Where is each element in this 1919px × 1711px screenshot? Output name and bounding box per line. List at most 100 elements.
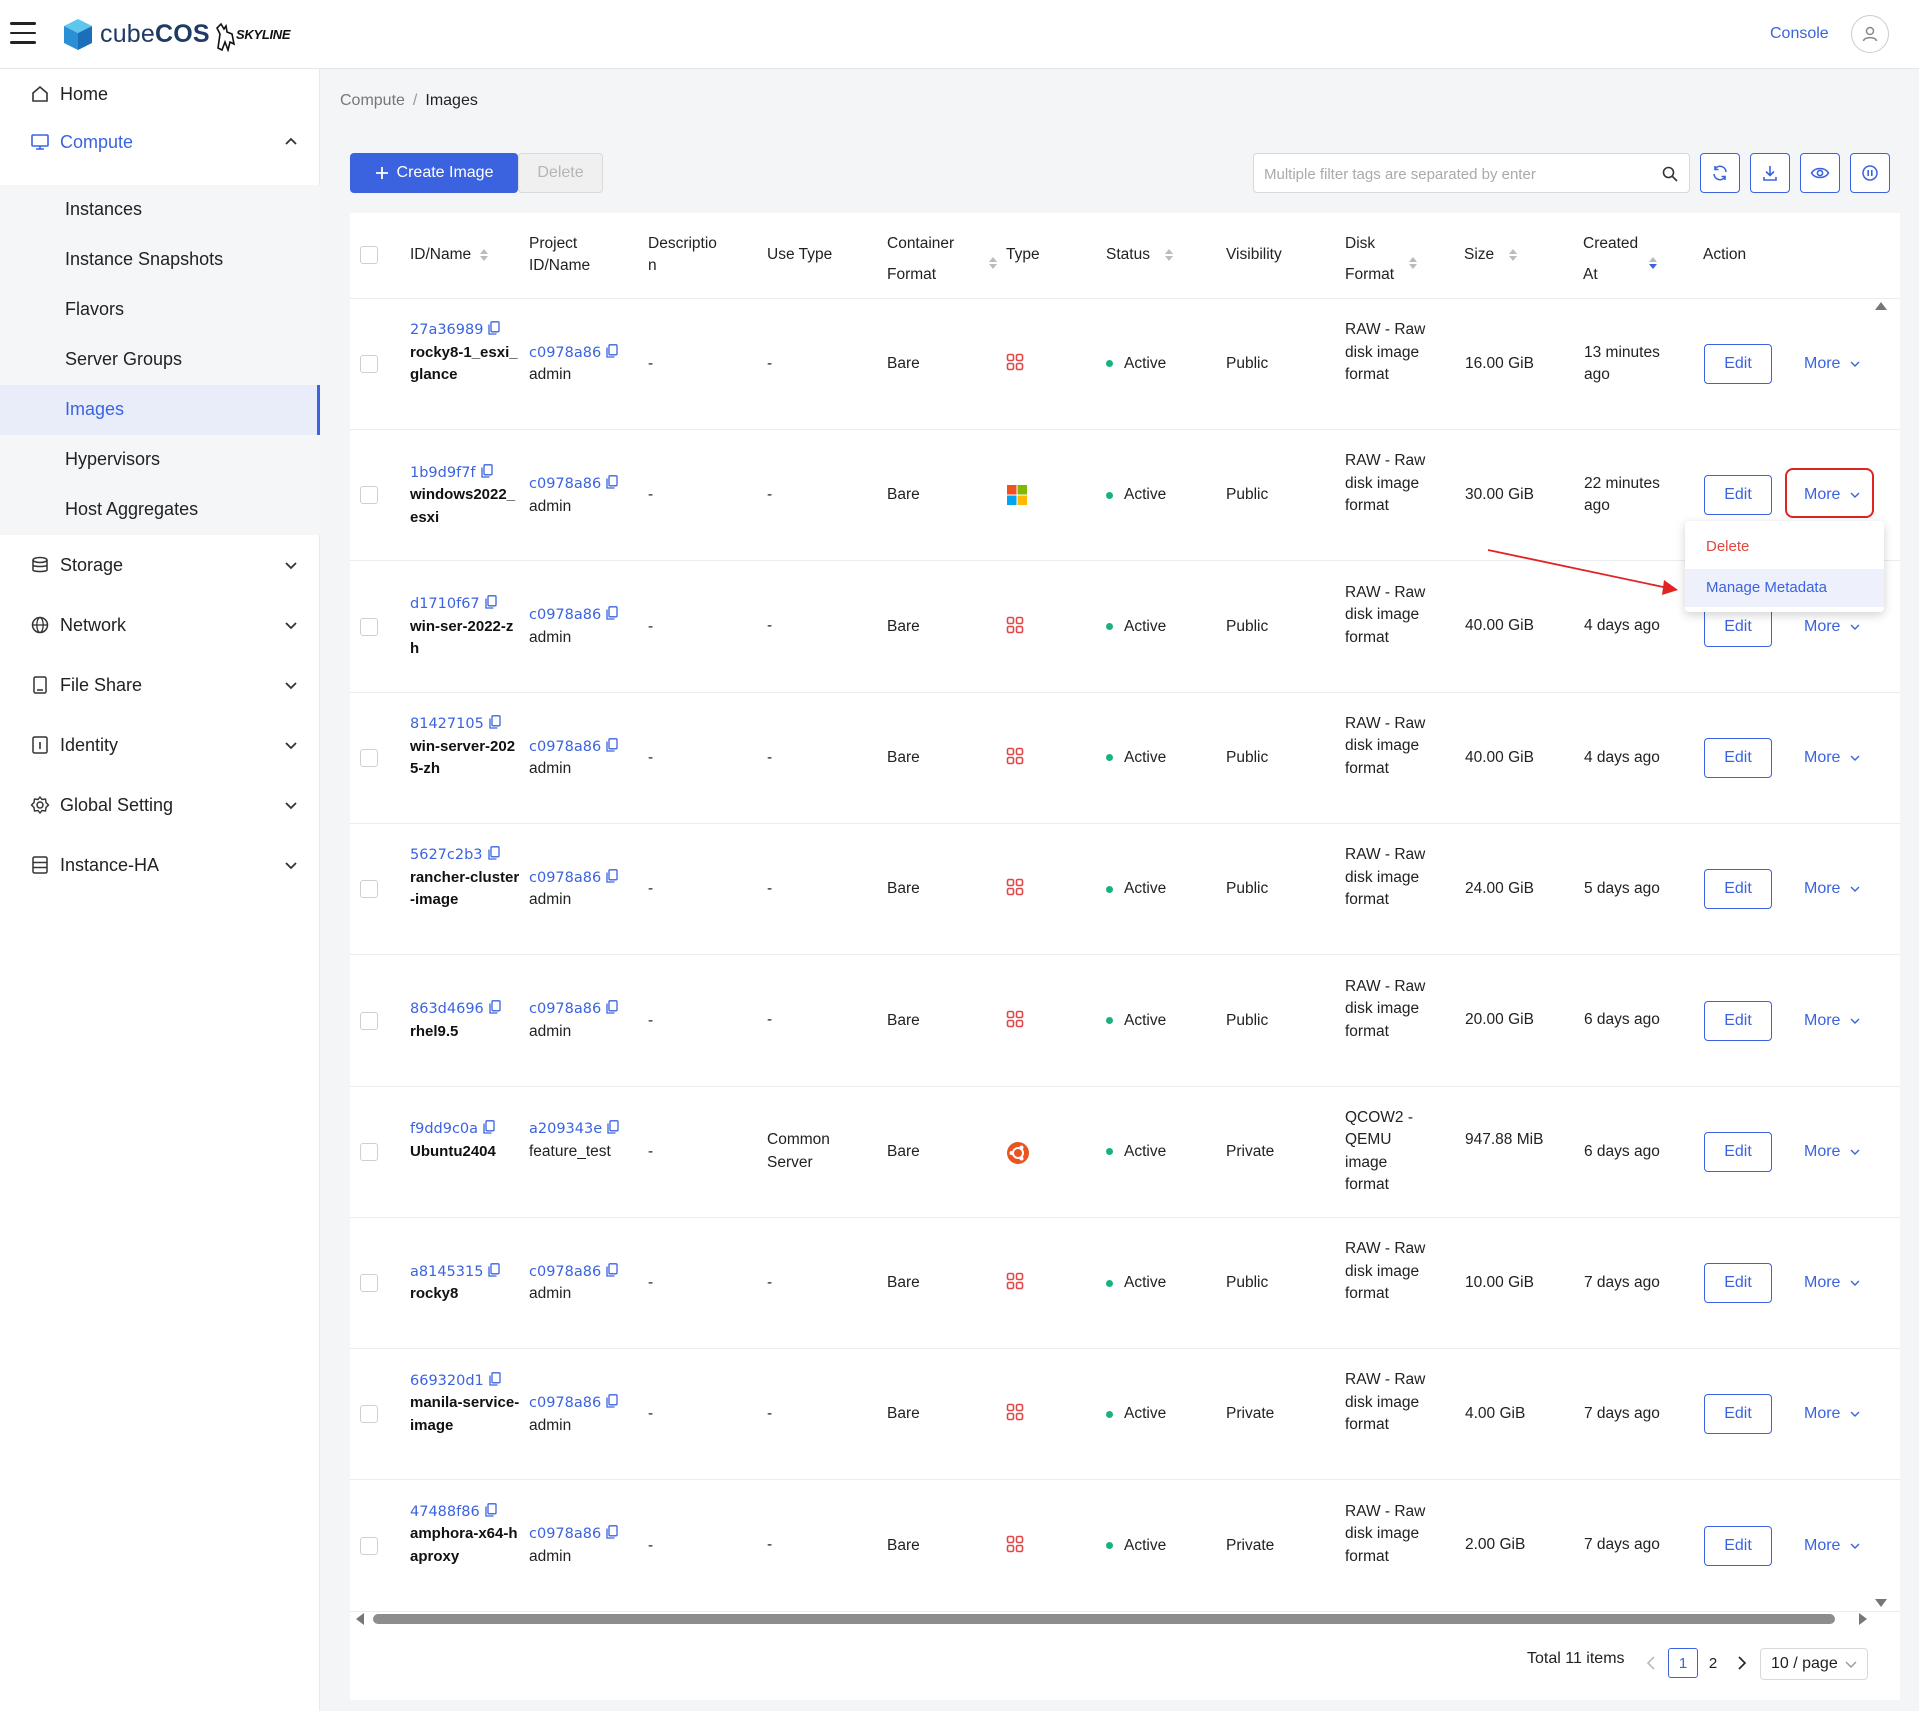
project-id-link[interactable]: c0978a86 [529, 869, 602, 886]
image-id-link[interactable]: f9dd9c0a [410, 1121, 479, 1138]
more-button[interactable]: More [1804, 607, 1860, 647]
project-id-link[interactable]: c0978a86 [529, 607, 602, 624]
image-id-link[interactable]: 27a36989 [410, 322, 484, 339]
project-id-link[interactable]: c0978a86 [529, 1263, 602, 1280]
copy-icon[interactable] [483, 1120, 495, 1134]
project-id-link[interactable]: c0978a86 [529, 738, 602, 755]
sidebar-item-instances[interactable]: Instances [0, 185, 320, 235]
image-id-link[interactable]: 5627c2b3 [410, 847, 483, 864]
project-id-link[interactable]: c0978a86 [529, 476, 602, 493]
select-all-checkbox[interactable] [360, 246, 378, 264]
more-button[interactable]: More [1804, 1526, 1860, 1566]
refresh-button[interactable] [1700, 153, 1740, 193]
copy-icon[interactable] [480, 463, 493, 478]
scroll-right-icon[interactable] [1858, 1613, 1868, 1625]
more-button[interactable]: More [1804, 1394, 1860, 1434]
create-image-button[interactable]: Create Image [350, 153, 518, 193]
copy-icon[interactable] [487, 846, 500, 861]
edit-button[interactable]: Edit [1704, 1394, 1772, 1435]
download-button[interactable] [1750, 153, 1790, 193]
copy-icon[interactable] [606, 343, 618, 358]
more-button[interactable]: More [1804, 1132, 1860, 1172]
row-checkbox[interactable] [360, 1405, 378, 1424]
edit-button[interactable]: Edit [1704, 344, 1772, 384]
row-checkbox[interactable] [360, 1142, 378, 1161]
sidebar-item-instance-ha[interactable]: Instance-HA [0, 840, 320, 890]
more-button[interactable]: More [1804, 475, 1860, 515]
image-id-link[interactable]: 863d4696 [410, 1001, 484, 1018]
edit-button[interactable]: Edit [1704, 606, 1772, 647]
image-id-link[interactable]: d1710f67 [410, 596, 480, 613]
sidebar-item-identity[interactable]: Identity [0, 720, 320, 770]
sidebar-item-hypervisors[interactable]: Hypervisors [0, 435, 320, 485]
copy-icon[interactable] [606, 1000, 618, 1014]
user-avatar[interactable] [1851, 15, 1889, 53]
page-size-select[interactable]: 10 / page [1760, 1648, 1868, 1680]
project-id-link[interactable]: c0978a86 [529, 344, 602, 361]
filter-search[interactable] [1253, 153, 1690, 193]
header-status[interactable]: Status [1106, 244, 1174, 266]
copy-icon[interactable] [485, 595, 497, 609]
copy-icon[interactable] [489, 1000, 501, 1014]
search-input[interactable] [1264, 163, 1644, 185]
copy-icon[interactable] [606, 606, 618, 620]
sidebar-item-global-setting[interactable]: Global Setting [0, 780, 320, 830]
row-checkbox[interactable] [360, 1536, 378, 1555]
next-page-button[interactable] [1733, 1648, 1751, 1678]
horizontal-scrollbar[interactable] [353, 1610, 1873, 1626]
edit-button[interactable]: Edit [1704, 1263, 1772, 1304]
sidebar-item-compute[interactable]: Compute [0, 117, 320, 167]
image-id-link[interactable]: a8145315 [410, 1263, 484, 1280]
sidebar-item-images[interactable]: Images [0, 385, 320, 435]
copy-icon[interactable] [606, 475, 618, 489]
sidebar-item-home[interactable]: Home [0, 69, 320, 119]
more-button[interactable]: More [1804, 738, 1860, 778]
header-container-format[interactable]: Container Format [887, 233, 998, 286]
menu-item-delete[interactable]: Delete [1685, 528, 1884, 566]
page-2-button[interactable]: 2 [1708, 1654, 1718, 1672]
row-checkbox[interactable] [360, 486, 378, 505]
scrollbar-thumb[interactable] [373, 1614, 1835, 1624]
console-link[interactable]: Console [1770, 25, 1829, 42]
sidebar-item-storage[interactable]: Storage [0, 540, 320, 590]
vertical-scrollbar[interactable] [1874, 302, 1888, 1607]
sidebar-item-instance-snapshots[interactable]: Instance Snapshots [0, 235, 320, 285]
pause-refresh-button[interactable] [1850, 153, 1890, 193]
edit-button[interactable]: Edit [1704, 475, 1772, 516]
edit-button[interactable]: Edit [1704, 1525, 1772, 1566]
copy-icon[interactable] [606, 737, 618, 752]
copy-icon[interactable] [607, 1120, 619, 1134]
row-checkbox[interactable] [360, 617, 378, 636]
more-button[interactable]: More [1804, 1263, 1860, 1303]
row-checkbox[interactable] [360, 1274, 378, 1293]
project-id-link[interactable]: c0978a86 [529, 1395, 602, 1412]
project-id-link[interactable]: c0978a86 [529, 1001, 602, 1018]
prev-page-button[interactable] [1642, 1648, 1660, 1678]
more-button[interactable]: More [1804, 1001, 1860, 1041]
sidebar-item-host-aggregates[interactable]: Host Aggregates [0, 485, 320, 535]
row-checkbox[interactable] [360, 880, 378, 899]
sidebar-item-network[interactable]: Network [0, 600, 320, 650]
copy-icon[interactable] [606, 1262, 618, 1277]
search-icon[interactable] [1661, 165, 1679, 183]
copy-icon[interactable] [488, 1262, 501, 1277]
copy-icon[interactable] [606, 869, 618, 883]
more-button[interactable]: More [1804, 869, 1860, 909]
header-size[interactable]: Size [1464, 244, 1518, 266]
menu-item-manage-metadata[interactable]: Manage Metadata [1685, 569, 1884, 607]
header-created-at[interactable]: Created At [1583, 233, 1658, 286]
edit-button[interactable]: Edit [1704, 1000, 1772, 1041]
more-button[interactable]: More [1804, 344, 1860, 384]
row-checkbox[interactable] [360, 1011, 378, 1030]
sidebar-item-server-groups[interactable]: Server Groups [0, 335, 320, 385]
header-id-name[interactable]: ID/Name [410, 244, 489, 266]
sidebar-item-file-share[interactable]: File Share [0, 660, 320, 710]
sidebar-item-flavors[interactable]: Flavors [0, 285, 320, 335]
image-id-link[interactable]: 47488f86 [410, 1503, 480, 1520]
copy-icon[interactable] [488, 321, 501, 335]
copy-icon[interactable] [489, 1371, 501, 1386]
image-id-link[interactable]: 1b9d9f7f [410, 464, 476, 481]
view-columns-button[interactable] [1800, 153, 1840, 193]
copy-icon[interactable] [606, 1394, 618, 1408]
project-id-link[interactable]: a209343e [529, 1121, 603, 1138]
